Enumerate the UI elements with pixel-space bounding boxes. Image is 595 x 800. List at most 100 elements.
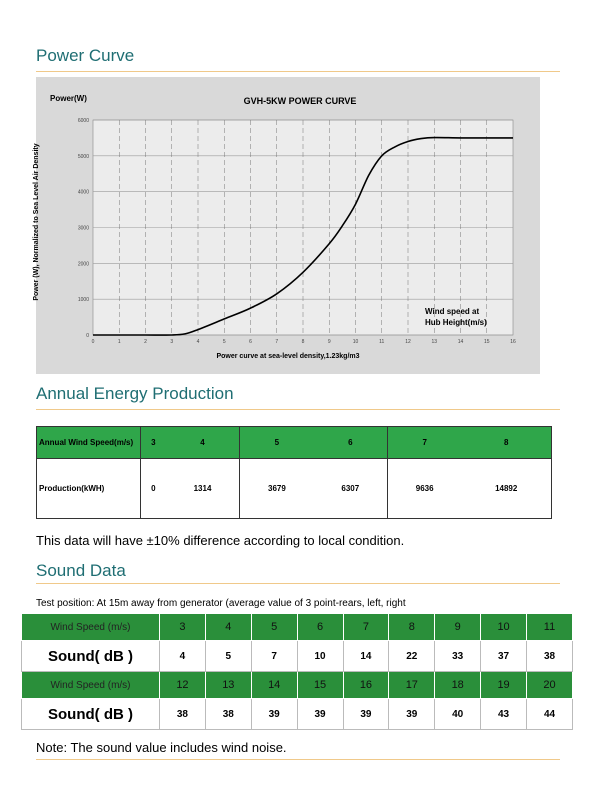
x-tick-label: 15 bbox=[484, 339, 490, 345]
sound-db-cell: 38 bbox=[526, 640, 573, 672]
sound-wind-speed-cell: 12 bbox=[159, 671, 206, 699]
aep-speed-cell: 8 bbox=[461, 426, 552, 459]
sound-wind-speed-cell: 14 bbox=[250, 671, 298, 699]
sound-wind-speed-cell: 4 bbox=[204, 613, 252, 641]
chart-top-label: Power(W) bbox=[50, 94, 87, 103]
x-tick-label: 2 bbox=[144, 339, 147, 345]
sound-wind-speed-cell: 11 bbox=[526, 613, 573, 641]
x-tick-label: 10 bbox=[353, 339, 359, 345]
aep-production-cell: 9636 bbox=[386, 458, 462, 519]
sound-wind-speed-cell: 15 bbox=[296, 671, 344, 699]
chart-annotation-line1: Wind speed at bbox=[425, 307, 479, 316]
sound-db-cell: 33 bbox=[434, 640, 482, 672]
sound-table: Wind Speed (m/s) 3 4 5 6 7 8 9 10 11 Sou… bbox=[21, 613, 573, 730]
aep-table: Annual Wind Speed(m/s) 3 4 5 6 7 8 Produ… bbox=[36, 426, 552, 519]
aep-production-cell: 0 bbox=[139, 458, 166, 519]
x-tick-label: 1 bbox=[118, 339, 121, 345]
sound-wind-speed-cell: 9 bbox=[434, 613, 482, 641]
sound-note: Note: The sound value includes wind nois… bbox=[36, 740, 287, 755]
x-tick-label: 4 bbox=[197, 339, 200, 345]
sound-test-position: Test position: At 15m away from generato… bbox=[36, 598, 406, 609]
aep-note: This data will have ±10% difference acco… bbox=[36, 533, 405, 548]
sound-wind-speed-cell: 18 bbox=[434, 671, 482, 699]
y-tick-label: 5000 bbox=[78, 154, 89, 160]
sound-db-cell: 38 bbox=[204, 698, 252, 730]
chart-annotation-line2: Hub Height(m/s) bbox=[425, 318, 487, 327]
y-tick-label: 3000 bbox=[78, 226, 89, 232]
sound-wind-speed-cell: 13 bbox=[204, 671, 252, 699]
x-tick-label: 16 bbox=[510, 339, 516, 345]
sound-wind-speed-row: Wind Speed (m/s) 12 13 14 15 16 17 18 19… bbox=[21, 671, 573, 699]
x-tick-label: 5 bbox=[223, 339, 226, 345]
aep-speed-row: Annual Wind Speed(m/s) 3 4 5 6 7 8 bbox=[36, 426, 552, 459]
x-tick-label: 6 bbox=[249, 339, 252, 345]
sound-wind-speed-cell: 16 bbox=[342, 671, 390, 699]
x-tick-label: 8 bbox=[302, 339, 305, 345]
sound-db-cell: 39 bbox=[250, 698, 298, 730]
power-curve-rule bbox=[36, 71, 560, 72]
power-curve-heading: Power Curve bbox=[36, 46, 135, 65]
sound-wind-speed-cell: 6 bbox=[296, 613, 344, 641]
sound-wind-speed-row: Wind Speed (m/s) 3 4 5 6 7 8 9 10 11 bbox=[21, 613, 573, 641]
sound-wind-speed-cell: 3 bbox=[159, 613, 206, 641]
chart-x-axis-label: Power curve at sea-level density,1.23kg/… bbox=[216, 353, 359, 360]
sound-db-label: Sound( dB ) bbox=[21, 698, 160, 730]
y-tick-label: 2000 bbox=[78, 261, 89, 267]
sound-db-cell: 44 bbox=[526, 698, 573, 730]
sound-db-label: Sound( dB ) bbox=[21, 640, 160, 672]
footer-rule bbox=[36, 759, 560, 760]
sound-db-cell: 22 bbox=[388, 640, 436, 672]
sound-db-cell: 14 bbox=[342, 640, 390, 672]
x-tick-label: 0 bbox=[92, 339, 95, 345]
x-tick-label: 14 bbox=[458, 339, 464, 345]
y-tick-label: 4000 bbox=[78, 190, 89, 196]
aep-speed-cell: 3 bbox=[139, 426, 166, 459]
x-tick-label: 3 bbox=[170, 339, 173, 345]
sound-db-cell: 39 bbox=[342, 698, 390, 730]
y-tick-label: 6000 bbox=[78, 118, 89, 124]
sound-wind-speed-cell: 5 bbox=[250, 613, 298, 641]
aep-production-cell: 3679 bbox=[239, 458, 314, 519]
sound-db-cell: 43 bbox=[480, 698, 527, 730]
sound-db-row: Sound( dB ) 4 5 7 10 14 22 33 37 38 bbox=[21, 640, 573, 672]
aep-production-label: Production(kWH) bbox=[36, 458, 141, 519]
x-tick-label: 11 bbox=[379, 339, 384, 345]
sound-db-row: Sound( dB ) 38 38 39 39 39 39 40 43 44 bbox=[21, 698, 573, 730]
aep-rule bbox=[36, 409, 560, 410]
aep-production-cell: 14892 bbox=[461, 458, 552, 519]
aep-speed-cell: 4 bbox=[165, 426, 240, 459]
y-tick-label: 1000 bbox=[78, 297, 89, 303]
aep-heading: Annual Energy Production bbox=[36, 384, 234, 403]
power-curve-line bbox=[93, 136, 513, 336]
sound-wind-speed-cell: 20 bbox=[526, 671, 573, 699]
x-tick-label: 12 bbox=[405, 339, 411, 345]
aep-speed-cell: 6 bbox=[313, 426, 388, 459]
sound-wind-speed-cell: 19 bbox=[480, 671, 527, 699]
sound-db-cell: 4 bbox=[159, 640, 206, 672]
sound-wind-speed-cell: 8 bbox=[388, 613, 436, 641]
sound-wind-speed-cell: 10 bbox=[480, 613, 527, 641]
sound-heading: Sound Data bbox=[36, 561, 126, 580]
sound-wind-speed-label: Wind Speed (m/s) bbox=[21, 613, 160, 641]
sound-db-cell: 7 bbox=[250, 640, 298, 672]
sound-db-cell: 38 bbox=[159, 698, 206, 730]
sound-wind-speed-cell: 7 bbox=[342, 613, 390, 641]
sound-db-cell: 5 bbox=[204, 640, 252, 672]
aep-speed-label: Annual Wind Speed(m/s) bbox=[36, 426, 141, 459]
sound-wind-speed-label: Wind Speed (m/s) bbox=[21, 671, 160, 699]
sound-wind-speed-cell: 17 bbox=[388, 671, 436, 699]
sound-db-cell: 40 bbox=[434, 698, 482, 730]
aep-production-row: Production(kWH) 0 1314 3679 6307 9636 14… bbox=[36, 458, 552, 519]
aep-production-cell: 6307 bbox=[313, 458, 388, 519]
x-tick-label: 9 bbox=[328, 339, 331, 345]
sound-db-cell: 39 bbox=[296, 698, 344, 730]
aep-speed-cell: 5 bbox=[239, 426, 314, 459]
aep-speed-cell: 7 bbox=[386, 426, 462, 459]
x-tick-label: 7 bbox=[275, 339, 278, 345]
sound-rule bbox=[36, 583, 560, 584]
chart-title: GVH-5KW POWER CURVE bbox=[244, 96, 357, 106]
sound-db-cell: 37 bbox=[480, 640, 527, 672]
sound-db-cell: 10 bbox=[296, 640, 344, 672]
sound-db-cell: 39 bbox=[388, 698, 436, 730]
